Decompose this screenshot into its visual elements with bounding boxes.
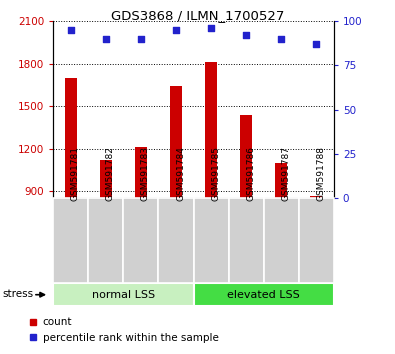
Bar — [240, 115, 252, 198]
Bar — [299, 198, 334, 283]
Point — [103, 36, 109, 42]
Text: GDS3868 / ILMN_1700527: GDS3868 / ILMN_1700527 — [111, 9, 284, 22]
Bar — [158, 198, 194, 283]
Bar — [100, 160, 112, 198]
Text: GSM591787: GSM591787 — [281, 146, 290, 201]
Bar — [123, 198, 158, 283]
Text: normal LSS: normal LSS — [92, 290, 155, 300]
Text: GSM591784: GSM591784 — [176, 146, 185, 201]
Point — [173, 27, 179, 33]
Point — [243, 33, 249, 38]
Bar — [194, 198, 229, 283]
Text: GSM591783: GSM591783 — [141, 146, 150, 201]
Bar — [264, 198, 299, 283]
Point — [208, 25, 214, 31]
Bar — [53, 198, 88, 283]
Bar — [53, 283, 194, 306]
Bar — [205, 62, 217, 198]
Text: stress: stress — [3, 289, 34, 298]
Text: GSM591782: GSM591782 — [106, 146, 115, 201]
Text: GSM591788: GSM591788 — [316, 146, 325, 201]
Text: GSM591785: GSM591785 — [211, 146, 220, 201]
Point — [278, 36, 284, 42]
Bar — [229, 198, 263, 283]
Point — [68, 27, 74, 33]
Text: GSM591786: GSM591786 — [246, 146, 255, 201]
Point — [313, 41, 320, 47]
Bar — [275, 163, 287, 198]
Bar — [310, 196, 322, 198]
Bar — [88, 198, 123, 283]
Text: elevated LSS: elevated LSS — [227, 290, 300, 300]
Bar — [135, 147, 147, 198]
Bar — [194, 283, 334, 306]
Legend: count, percentile rank within the sample: count, percentile rank within the sample — [25, 313, 223, 347]
Text: GSM591781: GSM591781 — [71, 146, 80, 201]
Bar — [65, 78, 77, 198]
Point — [138, 36, 144, 42]
Bar — [170, 86, 182, 198]
